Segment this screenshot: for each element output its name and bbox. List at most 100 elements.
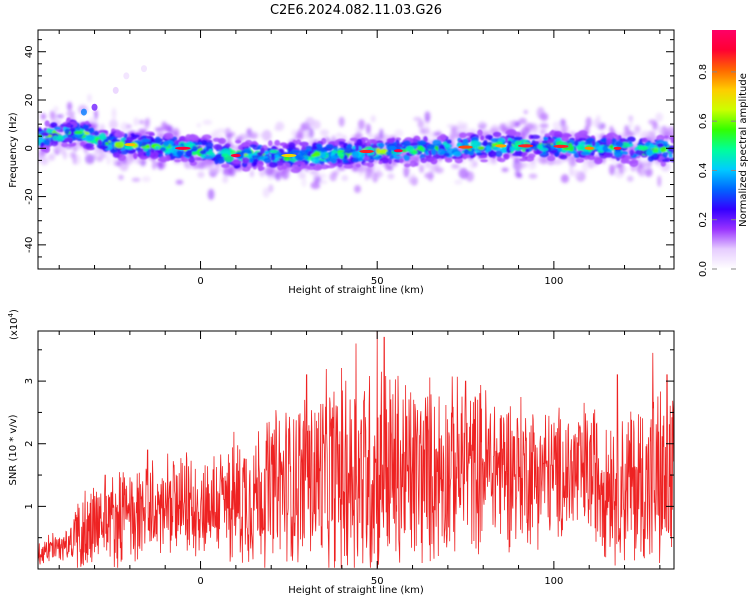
heatmap-cell [259, 132, 270, 139]
heatmap-cell [629, 149, 634, 157]
heatmap-cell [501, 167, 509, 172]
heatmap-cell [541, 140, 549, 145]
spectrogram-panel: 0 50 100 -40 -20 0 20 40 Height of straight lin… [8, 29, 675, 296]
heatmap-cell [653, 153, 658, 158]
heatmap-cell [275, 121, 285, 131]
heatmap-cell [188, 156, 195, 163]
heatmap-cell [232, 159, 242, 165]
heatmap-cell [518, 117, 527, 125]
heatmap-cell [389, 154, 394, 160]
heatmap-cell [655, 112, 664, 122]
y-tick-label: -20 [24, 188, 35, 204]
heatmap-cell [282, 162, 291, 169]
heatmap-cell [568, 155, 577, 167]
heatmap-cell [69, 151, 75, 159]
heatmap-cell [138, 119, 144, 125]
heatmap-cell [355, 145, 360, 152]
heatmap-cell [53, 106, 59, 113]
snr-series-line [38, 331, 674, 568]
heatmap-cell [112, 157, 118, 164]
heatmap-cell [282, 145, 290, 149]
heatmap-cell [343, 159, 349, 164]
heatmap-hotspot [230, 153, 241, 158]
heatmap-cell [358, 119, 365, 130]
snr-scale-exponent: 4 [7, 312, 15, 317]
x-tick-label: 100 [544, 276, 563, 287]
heatmap-cell [120, 121, 129, 132]
heatmap-cell [394, 129, 404, 138]
heatmap-cell [222, 175, 229, 184]
colorbar-gradient [712, 30, 736, 269]
heatmap-cell [109, 133, 114, 138]
heatmap-cell [270, 154, 276, 161]
heatmap-cell [514, 121, 521, 128]
heatmap-cell [528, 153, 536, 159]
heatmap-cell [165, 134, 171, 139]
heatmap-cell [404, 163, 411, 168]
heatmap-cell [495, 150, 503, 158]
heatmap-cell [450, 128, 458, 140]
heatmap-cell [114, 141, 119, 147]
heatmap-cell [490, 138, 500, 143]
heatmap-cell [240, 143, 249, 148]
heatmap-cell [409, 160, 417, 168]
heatmap-cell [114, 131, 119, 138]
heatmap-cell [451, 155, 457, 160]
heatmap-cell [638, 145, 649, 151]
spectrogram-ylabel: Frequency (Hz) [8, 112, 19, 188]
heatmap-cell [290, 167, 301, 173]
heatmap-cell [379, 148, 388, 154]
heatmap-cell [49, 110, 55, 120]
heatmap-cell [138, 129, 148, 134]
heatmap-cell [507, 140, 512, 146]
colorbar-label: Normalized spectral amplitude [738, 73, 749, 227]
heatmap-cell [417, 145, 424, 152]
heatmap-cell [363, 162, 371, 166]
heatmap-cell [457, 124, 466, 131]
heatmap-cell [467, 128, 478, 134]
heatmap-cell [523, 109, 528, 114]
heatmap-cell [242, 166, 251, 172]
heatmap-cell [120, 137, 127, 141]
heatmap-cell [656, 125, 663, 135]
heatmap-cell [64, 128, 70, 135]
heatmap-cell [124, 145, 133, 149]
heatmap-cell [591, 140, 596, 147]
heatmap-cell [595, 157, 603, 163]
heatmap-cell [42, 145, 49, 151]
snr-axes: 0 50 100 1 2 3 [24, 331, 674, 587]
heatmap-cell [85, 142, 95, 148]
heatmap-cell [467, 150, 475, 156]
heatmap-cell [268, 184, 274, 193]
heatmap-cell [185, 150, 193, 158]
heatmap-cell [40, 113, 47, 120]
y-tick-label: 40 [24, 45, 35, 58]
heatmap-cell [370, 115, 376, 123]
colorbar-ticks: 0.0 0.2 0.4 0.6 0.8 [698, 64, 736, 277]
heatmap-cell [418, 140, 427, 145]
heatmap-cell [562, 147, 571, 151]
heatmap-cell [368, 133, 374, 139]
heatmap-cell [125, 148, 136, 154]
heatmap-cell [647, 155, 654, 162]
heatmap-cell [452, 151, 462, 157]
heatmap-cell [299, 149, 309, 156]
figure-title: C2E6.2024.082.11.03.G26 [270, 3, 442, 18]
heatmap-cell [260, 147, 265, 155]
heatmap-cell [315, 147, 326, 152]
heatmap-cell [646, 149, 654, 157]
heatmap-cell [519, 158, 528, 162]
heatmap-cell [180, 157, 189, 162]
heatmap-cell [363, 156, 370, 161]
heatmap-cell [199, 149, 207, 155]
heatmap-cell [249, 169, 255, 178]
heatmap-cell [432, 139, 442, 146]
heatmap-cell [585, 116, 592, 128]
heatmap-cell [550, 129, 555, 137]
heatmap-cell [44, 120, 50, 127]
heatmap-cell [44, 132, 49, 137]
colorbar-tick-label: 0.0 [698, 261, 709, 277]
heatmap-cell [66, 110, 75, 117]
heatmap-cell [444, 157, 453, 163]
